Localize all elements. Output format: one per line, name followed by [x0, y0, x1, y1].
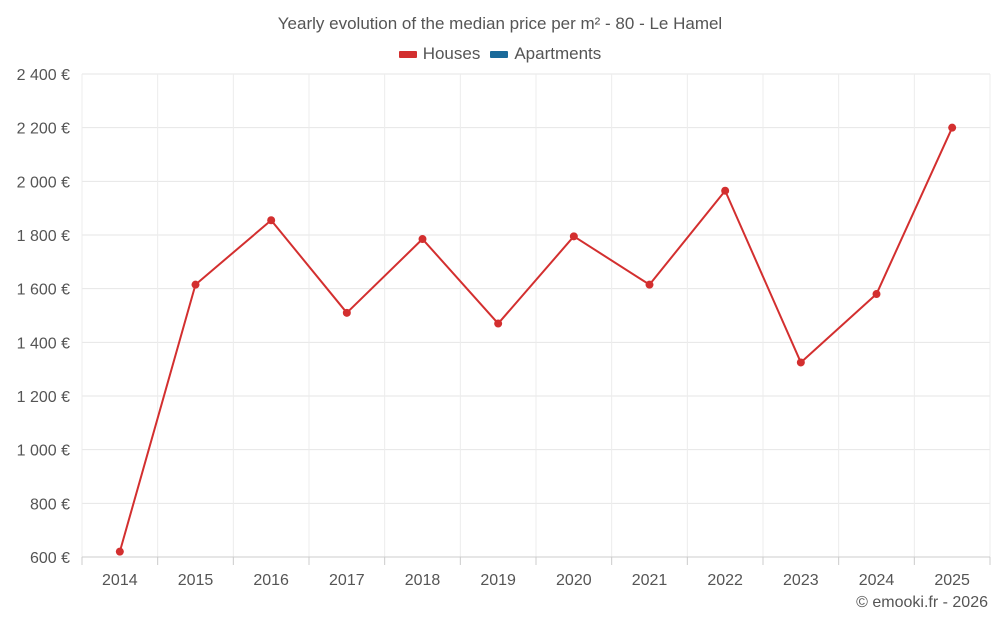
chart-title: Yearly evolution of the median price per… [277, 14, 723, 33]
data-point-houses-2016 [267, 216, 276, 225]
legend-swatch-apartments [490, 50, 509, 58]
x-tick-label: 2020 [556, 572, 592, 589]
x-tick-label: 2022 [707, 572, 743, 589]
legend-item-houses[interactable]: Houses [398, 44, 481, 64]
x-tick-label: 2023 [783, 572, 819, 589]
y-tick-label: 2 200 € [17, 121, 70, 138]
x-tick-label: 2018 [405, 572, 441, 589]
data-point-houses-2022 [721, 186, 730, 195]
data-point-houses-2018 [418, 235, 427, 244]
legend-label-apartments: Apartments [514, 44, 602, 63]
legend-item-apartments[interactable]: Apartments [490, 44, 601, 64]
y-tick-label: 600 € [30, 550, 70, 567]
legend: Houses Apartments [0, 44, 1000, 64]
x-tick-label: 2024 [859, 572, 895, 589]
y-tick-label: 1 200 € [17, 389, 70, 406]
y-tick-label: 2 400 € [17, 67, 70, 84]
legend-label-houses: Houses [422, 44, 481, 63]
credit-text: © emooki.fr - 2026 [856, 594, 988, 611]
y-tick-label: 800 € [30, 496, 70, 513]
y-tick-label: 1 400 € [17, 335, 70, 352]
x-tick-label: 2016 [253, 572, 289, 589]
y-tick-label: 1 800 € [17, 228, 70, 245]
data-point-houses-2024 [872, 290, 881, 299]
data-point-houses-2014 [115, 547, 124, 556]
x-tick-label: 2014 [102, 572, 138, 589]
x-tick-label: 2015 [178, 572, 214, 589]
data-point-houses-2021 [645, 280, 654, 289]
y-tick-label: 2 000 € [17, 174, 70, 191]
x-tick-label: 2017 [329, 572, 365, 589]
data-point-houses-2017 [342, 308, 351, 317]
x-tick-label: 2021 [632, 572, 668, 589]
series-line-houses [118, 126, 954, 553]
y-tick-label: 1 000 € [17, 443, 70, 460]
y-tick-label: 1 600 € [17, 282, 70, 299]
x-tick-label: 2019 [480, 572, 516, 589]
data-point-houses-2019 [494, 319, 503, 328]
data-point-houses-2020 [569, 232, 578, 241]
legend-swatch-houses [398, 50, 417, 58]
data-point-houses-2025 [948, 123, 957, 132]
data-point-houses-2023 [796, 358, 805, 367]
data-point-houses-2015 [191, 280, 200, 289]
x-tick-label: 2025 [934, 572, 970, 589]
